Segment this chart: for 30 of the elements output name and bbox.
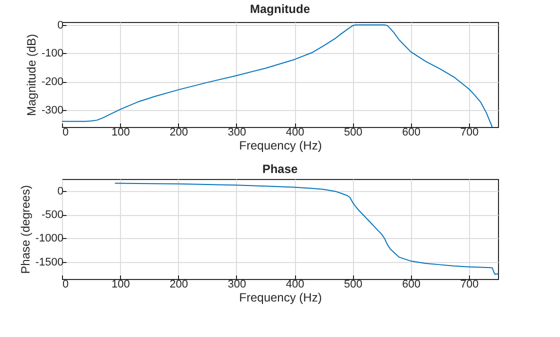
y-tick-label: -100: [41, 48, 64, 60]
x-axis-title: Frequency (Hz): [239, 290, 322, 304]
x-tick-label: 200: [170, 126, 188, 138]
y-tick-label: 0: [57, 19, 64, 32]
y-axis-title: Phase (degrees): [18, 185, 32, 274]
x-axis-title: Frequency (Hz): [239, 138, 322, 152]
x-tick-label: 600: [402, 278, 420, 290]
y-tick-label: -1000: [35, 232, 64, 245]
line-series: [114, 182, 498, 275]
y-tick-label: -1500: [35, 256, 64, 268]
chart-title: Magnitude: [250, 2, 310, 16]
x-tick-label: 400: [286, 278, 304, 290]
y-tick-label: -200: [41, 76, 64, 88]
line-series: [62, 24, 493, 127]
x-tick-label: 100: [111, 126, 130, 138]
x-tick-label: 500: [344, 278, 362, 290]
y-tick-label: 0: [57, 185, 64, 198]
x-tick-label: 400: [286, 126, 304, 138]
y-axis-title: Magnitude (dB): [24, 34, 38, 116]
x-tick-label: 600: [402, 126, 420, 138]
x-tick-label: 200: [170, 278, 188, 290]
chart-title: Phase: [262, 162, 298, 176]
y-tick-label: -500: [41, 209, 64, 222]
x-tick-label: 300: [228, 278, 246, 290]
x-tick-label: 100: [111, 278, 130, 290]
x-tick-label: 300: [228, 126, 246, 138]
x-tick-label: 500: [344, 126, 362, 138]
y-tick-label: -300: [41, 104, 64, 116]
x-tick-label: 700: [460, 126, 479, 138]
x-tick-label: 700: [460, 278, 479, 290]
